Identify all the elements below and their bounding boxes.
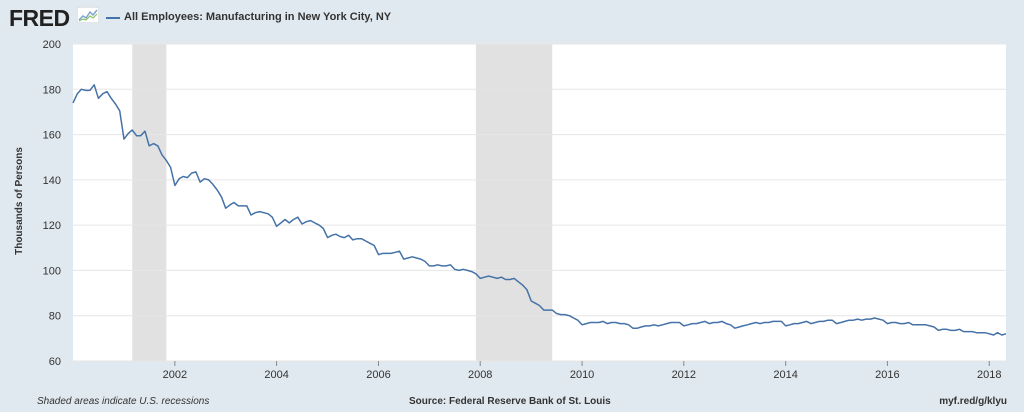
x-tick-label: 2012 — [672, 369, 696, 381]
recession-band — [132, 44, 167, 361]
chart-header: FRED All Employees: Manufacturing in New… — [0, 0, 1024, 36]
y-tick-label: 200 — [43, 39, 61, 51]
series-line[interactable] — [72, 84, 1007, 336]
x-tick-label: 2008 — [468, 369, 492, 381]
x-tick-label: 2006 — [366, 369, 390, 381]
legend-label[interactable]: All Employees: Manufacturing in New York… — [124, 11, 392, 23]
y-tick-label: 180 — [43, 84, 61, 96]
recession-shading — [132, 44, 553, 361]
source-credit: Source: Federal Reserve Bank of St. Loui… — [409, 396, 611, 407]
y-axis: 60 80 100 120 140 160 180 200 — [43, 39, 61, 368]
recession-band — [475, 44, 553, 361]
x-tick-label: 2016 — [875, 369, 899, 381]
y-tick-label: 140 — [43, 175, 61, 187]
legend-swatch — [106, 17, 120, 19]
fred-logo: FRED — [9, 5, 70, 31]
recession-note: Shaded areas indicate U.S. recessions — [37, 396, 210, 407]
x-tick-label: 2014 — [773, 369, 797, 381]
x-tick-label: 2010 — [570, 369, 594, 381]
y-tick-label: 60 — [49, 356, 61, 368]
x-tick-label: 2018 — [977, 369, 1001, 381]
x-axis: 2002 2004 2006 2008 2010 2012 2014 2016 2018 — [163, 361, 1002, 381]
gridlines — [73, 43, 1006, 362]
y-tick-label: 80 — [49, 311, 61, 323]
y-tick-label: 100 — [43, 265, 61, 277]
y-tick-label: 160 — [43, 130, 61, 142]
short-url-link[interactable]: myf.red/g/klyu — [939, 396, 1007, 407]
y-tick-label: 120 — [43, 220, 61, 232]
x-tick-label: 2002 — [163, 369, 187, 381]
y-axis-label: Thousands of Persons — [14, 147, 25, 255]
fred-graph-icon — [77, 7, 99, 23]
x-tick-label: 2004 — [264, 369, 288, 381]
